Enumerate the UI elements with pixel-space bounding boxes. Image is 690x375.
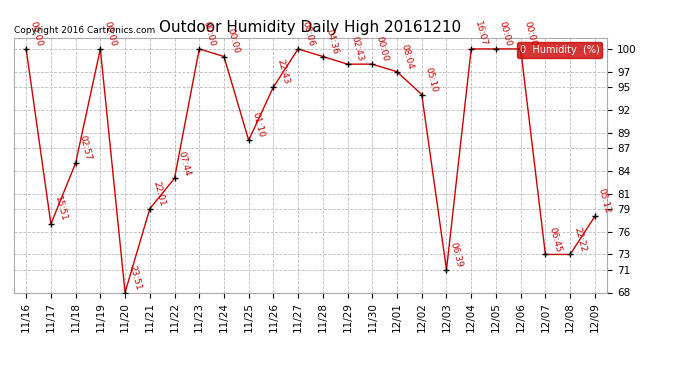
Legend: 0  Humidity  (%): 0 Humidity (%) [517, 42, 602, 58]
Text: 08:06: 08:06 [300, 20, 315, 47]
Text: 22:43: 22:43 [275, 58, 290, 86]
Text: 02:43: 02:43 [350, 36, 365, 63]
Text: 06:39: 06:39 [448, 241, 464, 268]
Text: 02:57: 02:57 [77, 134, 93, 162]
Text: Copyright 2016 Cartronics.com: Copyright 2016 Cartronics.com [14, 26, 155, 35]
Text: 01:10: 01:10 [250, 111, 266, 139]
Text: 22:22: 22:22 [572, 226, 587, 253]
Text: 22:01: 22:01 [152, 180, 167, 207]
Text: 07:44: 07:44 [177, 150, 192, 177]
Text: 00:00: 00:00 [522, 20, 538, 47]
Text: 00:00: 00:00 [226, 28, 241, 55]
Text: 00:00: 00:00 [102, 20, 118, 47]
Text: 23:51: 23:51 [127, 264, 142, 291]
Text: 16:07: 16:07 [473, 20, 489, 47]
Text: 00:00: 00:00 [28, 20, 43, 47]
Text: 00:00: 00:00 [498, 20, 513, 47]
Text: 08:04: 08:04 [399, 43, 415, 70]
Text: 05:10: 05:10 [424, 66, 439, 93]
Text: 15:51: 15:51 [53, 195, 68, 222]
Text: 06:45: 06:45 [547, 226, 563, 253]
Text: 00:00: 00:00 [374, 35, 390, 63]
Title: Outdoor Humidity Daily High 20161210: Outdoor Humidity Daily High 20161210 [159, 20, 462, 35]
Text: 04:36: 04:36 [325, 28, 340, 55]
Text: 05:12: 05:12 [597, 188, 612, 215]
Text: 00:00: 00:00 [201, 20, 217, 47]
